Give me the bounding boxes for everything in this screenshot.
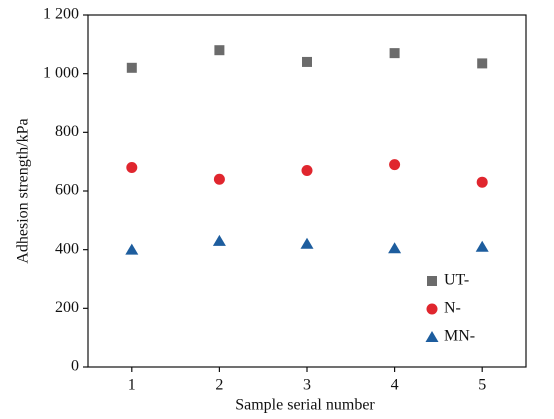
- point: [389, 159, 401, 171]
- y-tick-label: 0: [71, 358, 79, 375]
- y-tick-label: 200: [55, 299, 79, 316]
- y-axis-label: Adhesion strength/kPa: [15, 118, 32, 263]
- x-tick-label: 4: [391, 377, 399, 394]
- point: [475, 240, 489, 252]
- point: [389, 48, 400, 59]
- point: [302, 56, 312, 67]
- point: [477, 58, 488, 69]
- x-tick-label: 5: [478, 377, 486, 394]
- x-tick-label: 3: [303, 377, 311, 394]
- x-tick-label: 2: [215, 377, 223, 394]
- point: [300, 237, 314, 249]
- y-tick-label: 600: [55, 182, 79, 199]
- point: [212, 234, 226, 246]
- x-tick-label: 1: [128, 377, 136, 394]
- point: [476, 176, 488, 188]
- legend-label: UT-: [444, 272, 469, 289]
- point: [214, 45, 225, 56]
- x-axis-label: Sample serial number: [235, 397, 375, 414]
- point: [125, 243, 139, 255]
- y-tick-label: 1 200: [43, 6, 79, 23]
- legend-marker: [427, 276, 437, 286]
- point: [388, 242, 402, 254]
- legend-label: N-: [444, 300, 461, 317]
- point: [126, 162, 138, 174]
- point: [126, 62, 137, 73]
- legend-label: MN-: [444, 328, 475, 345]
- legend-marker: [426, 303, 438, 315]
- y-tick-label: 1 000: [43, 64, 79, 81]
- legend-marker: [425, 331, 439, 342]
- point: [301, 164, 313, 176]
- y-tick-label: 400: [55, 240, 79, 257]
- y-tick-label: 800: [55, 123, 79, 140]
- point: [213, 173, 225, 185]
